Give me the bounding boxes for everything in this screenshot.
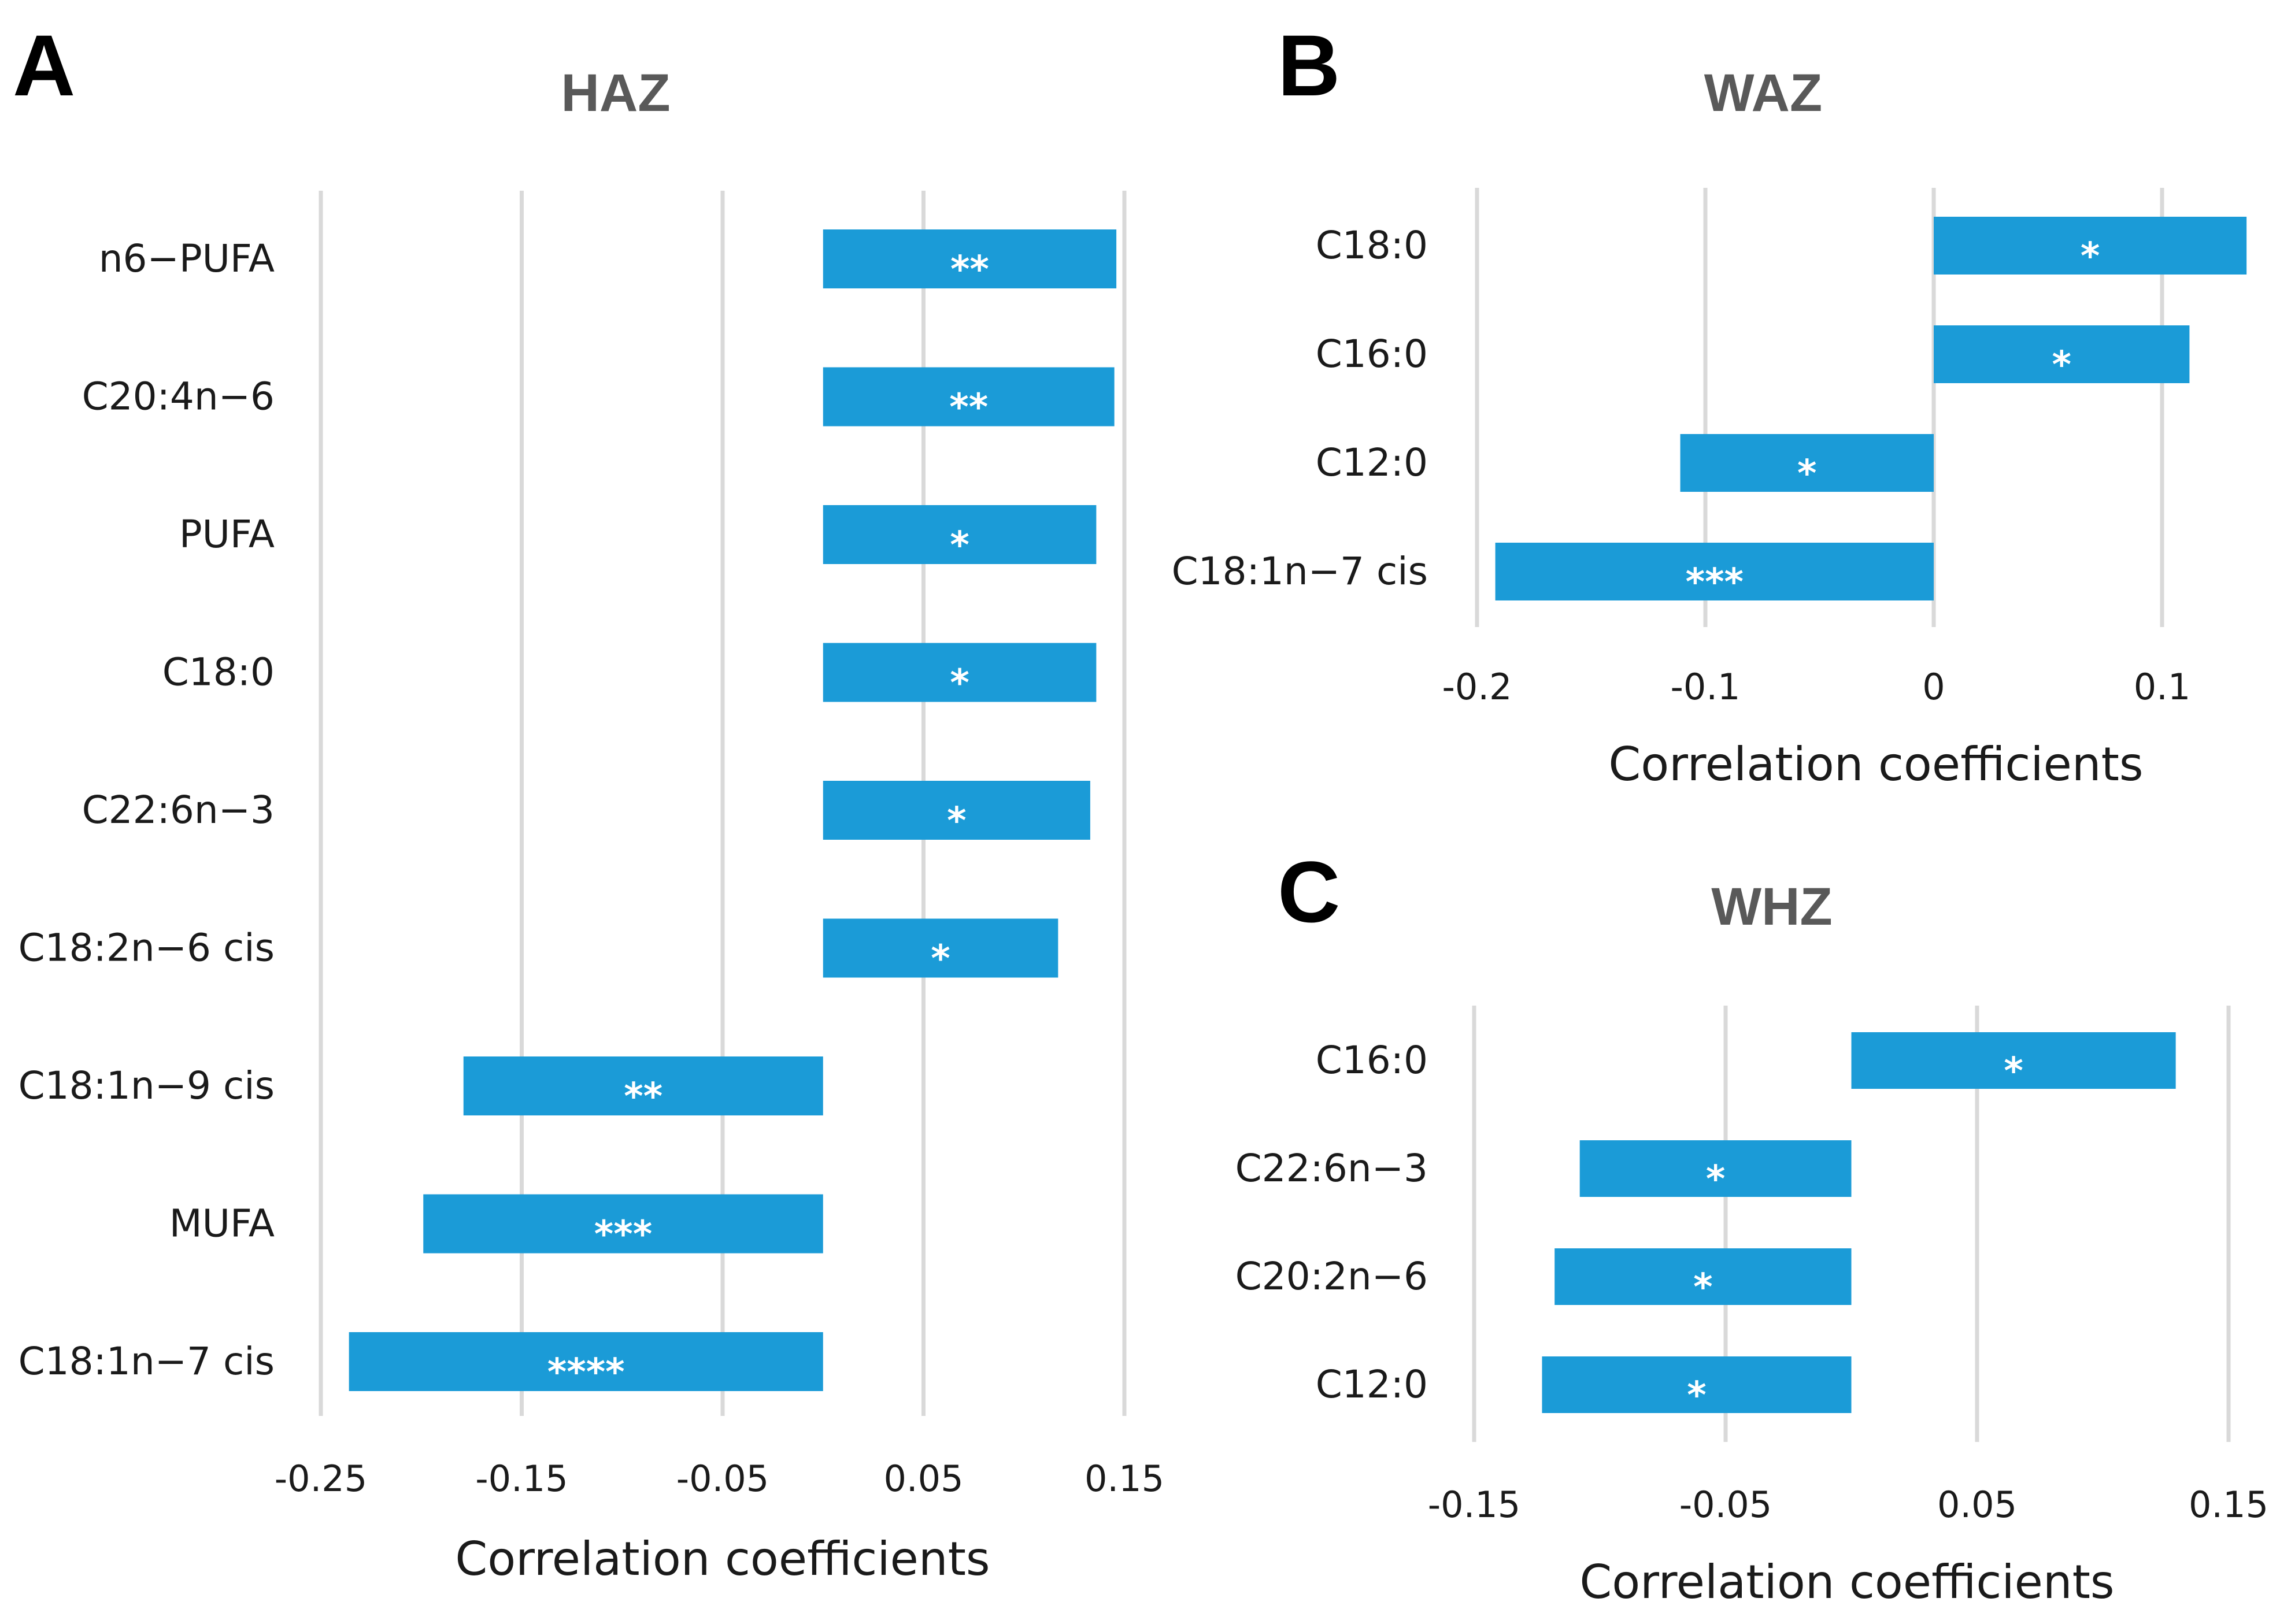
panel-letter: C [1278, 843, 1340, 940]
significance-label: * [1706, 1158, 1725, 1201]
x-axis-title: Correlation coefficients [455, 1532, 990, 1586]
bar [823, 367, 1115, 427]
x-tick-label: 0.15 [2189, 1484, 2268, 1526]
significance-label: *** [594, 1214, 652, 1256]
category-label: C16:0 [1316, 332, 1428, 376]
significance-label: *** [1686, 561, 1744, 604]
significance-label: * [947, 800, 966, 843]
category-label: C12:0 [1316, 440, 1428, 485]
bar [1542, 1356, 1852, 1413]
bar [349, 1332, 823, 1391]
chart-title: WAZ [1704, 64, 1822, 123]
panel-b: B WAZ C18:0 * C16:0 * C12:0 * C18:1n−7 cis *** -0.… [1172, 17, 2247, 791]
bar [1554, 1248, 1852, 1305]
category-label: C22:6n−3 [1235, 1146, 1428, 1191]
x-tick-label: 0 [1922, 666, 1945, 708]
category-label: C18:0 [1316, 223, 1428, 268]
bar [1680, 434, 1934, 492]
significance-label: * [1693, 1266, 1712, 1309]
bar [1495, 543, 1934, 600]
x-axis-title: Correlation coefficients [1579, 1555, 2114, 1609]
x-tick-label: -0.15 [475, 1458, 568, 1500]
significance-label: * [950, 662, 969, 705]
x-tick-label: -0.1 [1671, 666, 1741, 708]
significance-label: **** [547, 1351, 625, 1394]
x-tick-label: -0.15 [1428, 1484, 1520, 1526]
category-label: C20:2n−6 [1235, 1254, 1428, 1299]
significance-label: * [931, 938, 950, 981]
category-label: C16:0 [1316, 1038, 1428, 1082]
panel-c: C WHZ C16:0 * C22:6n−3 * C20:2n−6 * C12:0 * -0.15 -… [1235, 843, 2268, 1609]
category-label: C18:2n−6 cis [18, 926, 275, 970]
category-label: C18:1n−9 cis [18, 1063, 275, 1108]
x-tick-label: -0.25 [275, 1458, 367, 1500]
category-label: MUFA [169, 1202, 275, 1246]
category-label: C18:0 [162, 650, 275, 695]
significance-label: * [1797, 453, 1816, 495]
x-tick-label: -0.2 [1442, 666, 1512, 708]
bar [823, 918, 1058, 978]
significance-label: * [1687, 1374, 1706, 1417]
significance-label: ** [949, 387, 988, 429]
panel-letter: A [13, 17, 75, 114]
bar [823, 643, 1097, 702]
significance-label: ** [624, 1076, 662, 1118]
x-tick-label: 0.05 [1937, 1484, 2017, 1526]
bar [1579, 1140, 1852, 1197]
significance-label: * [2004, 1050, 2023, 1093]
significance-label: * [2081, 235, 2100, 278]
category-label: C12:0 [1316, 1362, 1428, 1407]
bar [1851, 1032, 2176, 1089]
bar [823, 781, 1090, 840]
bar [1934, 325, 2190, 383]
panel-letter: B [1278, 17, 1340, 114]
category-label: C18:1n−7 cis [1172, 549, 1428, 594]
chart-title: HAZ [561, 64, 670, 123]
category-label: n6−PUFA [99, 236, 275, 281]
bar [423, 1194, 823, 1254]
bar [823, 505, 1097, 564]
category-label: C22:6n−3 [82, 788, 275, 832]
x-tick-label: 0.15 [1085, 1458, 1164, 1500]
bar [823, 229, 1117, 288]
significance-label: * [950, 524, 969, 567]
x-tick-label: 0.1 [2134, 666, 2191, 708]
x-tick-label: 0.05 [883, 1458, 963, 1500]
category-label: C20:4n−6 [82, 375, 275, 419]
category-label: C18:1n−7 cis [18, 1339, 275, 1384]
x-tick-label: -0.05 [676, 1458, 769, 1500]
significance-label: ** [950, 249, 989, 291]
chart-title: WHZ [1711, 877, 1832, 936]
category-label: PUFA [179, 512, 275, 557]
bar [463, 1056, 823, 1115]
x-axis-title: Correlation coefficients [1608, 737, 2143, 791]
bar [1934, 217, 2247, 275]
significance-label: * [2052, 344, 2071, 387]
x-tick-label: -0.05 [1679, 1484, 1772, 1526]
